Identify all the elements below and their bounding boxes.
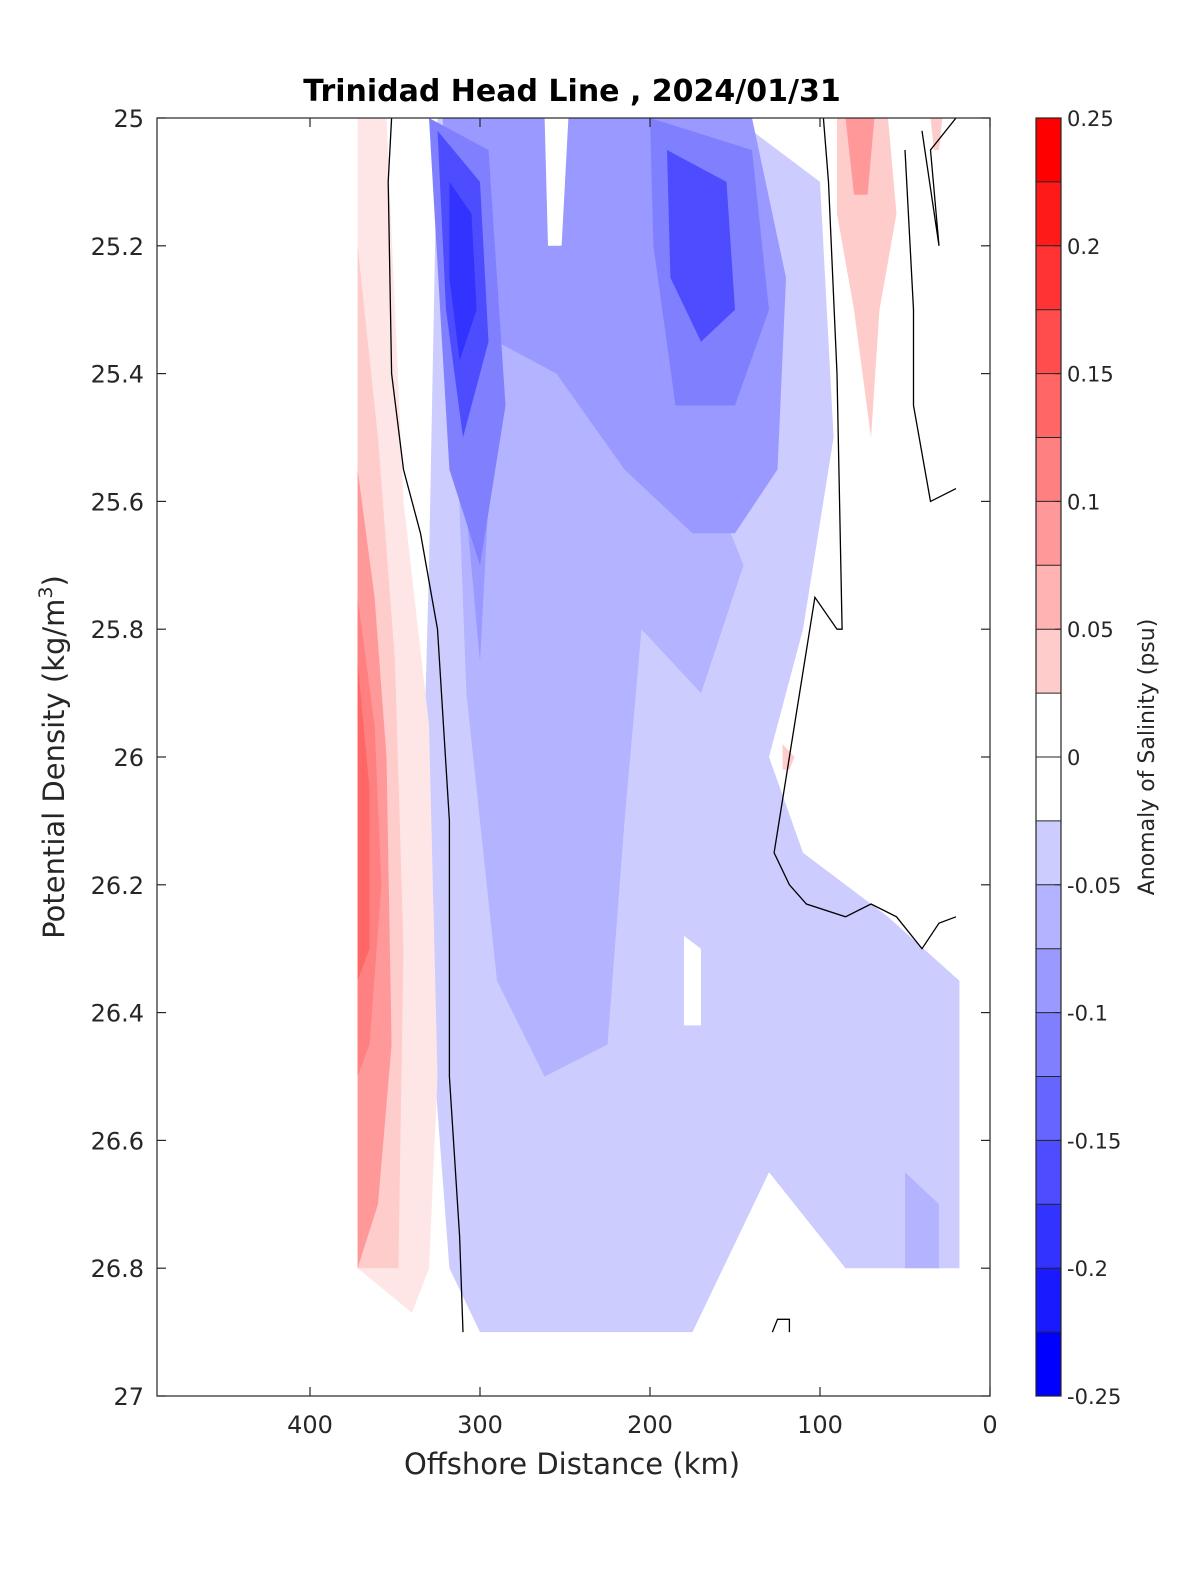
- zero-contour-lines: [387, 118, 957, 1333]
- colorbar-tick-label: 0.05: [1067, 618, 1114, 642]
- colorbar-tick-label: 0.2: [1067, 235, 1100, 259]
- anomaly-band: [837, 118, 897, 438]
- y-tick-label: 26.2: [91, 872, 144, 900]
- colorbar-label: Anomaly of Salinity (psu): [1135, 619, 1160, 896]
- colorbar-segment: [1036, 1076, 1061, 1141]
- zero-contour-line: [904, 149, 957, 503]
- colorbar-tick-label: -0.05: [1067, 874, 1121, 898]
- colorbar-segment: [1036, 948, 1061, 1014]
- y-tick-label: 25.6: [91, 488, 144, 516]
- anomaly-band: [845, 118, 875, 195]
- x-axis: 400 300 200 100 0: [287, 118, 998, 1439]
- colorbar-segment: [1036, 1332, 1061, 1397]
- zero-contour-line: [771, 1318, 791, 1333]
- colorbar-tick-label: 0.1: [1067, 490, 1100, 514]
- colorbar-segment: [1036, 1012, 1061, 1077]
- colorbar-segment: [1036, 1140, 1061, 1205]
- colorbar-segment: [1036, 1268, 1061, 1333]
- colorbar-tick-label: 0.25: [1067, 107, 1114, 131]
- y-tick-label: 26: [113, 744, 144, 772]
- colorbar-segment: [1036, 373, 1061, 438]
- x-tick-label: 100: [797, 1411, 843, 1439]
- colorbar: 0.25 0.2 0.15 0.1 0.05 0 -0.05 -0.1 -0.15 -0.2 -0.…: [1035, 107, 1121, 1409]
- y-tick-label: 27: [113, 1383, 144, 1411]
- anomaly-band: [357, 661, 370, 981]
- anomaly-band: [905, 1172, 939, 1269]
- zero-contour-line: [773, 118, 957, 950]
- y-axis-label: Potential Density (kg/m3): [35, 575, 71, 939]
- y-tick-label: 25.8: [91, 616, 144, 644]
- colorbar-segment: [1036, 501, 1061, 566]
- y-axis-label-main: Potential Density (kg/m: [37, 599, 71, 939]
- zero-contour-line: [921, 118, 957, 246]
- y-tick-label: 25.4: [91, 361, 144, 389]
- colorbar-segment: [1036, 629, 1061, 694]
- colorbar-segment: [1036, 118, 1061, 183]
- colorbar-segment: [1036, 1204, 1061, 1269]
- y-tick-label: 26.8: [91, 1255, 144, 1283]
- anomaly-band: [667, 150, 735, 342]
- y-axis: 25 25.2 25.4 25.6 25.8 26 26.2 26.4 26.6 26.8 27: [91, 105, 990, 1411]
- near-zero-pocket: [684, 935, 701, 1026]
- colorbar-segment: [1036, 820, 1061, 886]
- chart-title: Trinidad Head Line , 2024/01/31: [303, 74, 840, 109]
- y-axis-label-close: ): [37, 575, 71, 586]
- colorbar-segment: [1036, 884, 1061, 950]
- colorbar-segment: [1036, 437, 1061, 502]
- colorbar-segment: [1036, 181, 1061, 247]
- x-tick-label: 300: [457, 1411, 503, 1439]
- colorbar-tick-label: -0.2: [1067, 1257, 1108, 1281]
- colorbar-tick-label: 0: [1067, 746, 1080, 770]
- anomaly-band: [930, 118, 943, 150]
- x-tick-label: 200: [627, 1411, 673, 1439]
- colorbar-tick-label: 0.15: [1067, 363, 1114, 387]
- y-tick-label: 25.2: [91, 233, 144, 261]
- x-tick-label: 0: [982, 1411, 997, 1439]
- colorbar-tick-label: -0.25: [1067, 1385, 1121, 1409]
- colorbar-tick-label: -0.15: [1067, 1129, 1121, 1153]
- colorbar-segment: [1036, 245, 1061, 311]
- anomaly-band: [782, 744, 795, 770]
- anomaly-field: [357, 118, 960, 1333]
- x-axis-label: Offshore Distance (km): [404, 1447, 740, 1481]
- colorbar-segment: [1036, 693, 1061, 758]
- y-axis-label-superscript: 3: [35, 586, 57, 598]
- colorbar-segment: [1036, 309, 1061, 375]
- near-zero-pocket: [544, 118, 569, 246]
- y-tick-label: 26.4: [91, 1000, 144, 1028]
- x-tick-label: 400: [287, 1411, 333, 1439]
- anomaly-band: [449, 181, 477, 361]
- y-tick-label: 26.6: [91, 1127, 144, 1155]
- colorbar-segment: [1036, 757, 1061, 822]
- y-tick-label: 25: [113, 105, 144, 133]
- zero-contour-line: [387, 118, 464, 1333]
- colorbar-segment: [1036, 565, 1061, 630]
- colorbar-tick-label: -0.1: [1067, 1002, 1108, 1026]
